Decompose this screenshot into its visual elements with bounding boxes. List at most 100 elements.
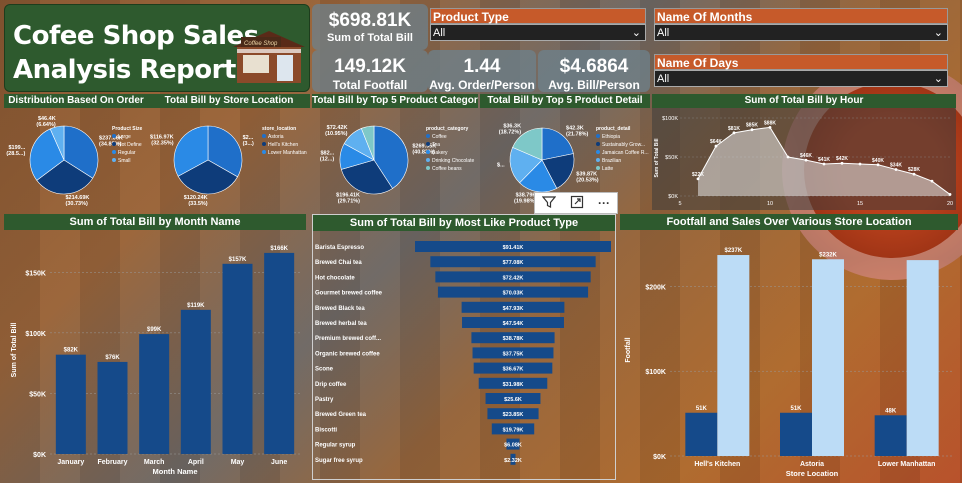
- pie-legend-marker: [112, 134, 116, 138]
- area-point: [786, 155, 790, 159]
- kpi-total-bill-value: $698.81K: [328, 10, 412, 31]
- month-y-tick: $0K: [33, 452, 46, 459]
- kpi-total-bill: $698.81K Sum of Total Bill: [312, 4, 428, 50]
- area-point: [822, 162, 826, 166]
- product-category-label: Brewed Chai tea: [315, 260, 362, 266]
- pie-slice: [36, 159, 94, 195]
- product-category-label: Pastry: [315, 397, 334, 403]
- pie-legend-item: Jamaican Coffee R...: [602, 150, 649, 156]
- footfall-bar-label: 51K: [696, 406, 708, 412]
- pie-data-label: $...: [497, 162, 505, 168]
- hour-area-visual[interactable]: Sum of Total Bill by Hour $0K $50K $100K 5 1…: [652, 94, 956, 210]
- pie-data-pct: (19.98%): [514, 199, 536, 205]
- month-bar-chart[interactable]: $0K $50K $100K $150K $82K January $76K February…: [4, 230, 306, 480]
- area-point: [714, 144, 718, 148]
- pie-data-pct: (18.72%): [499, 129, 521, 135]
- pie-data-label: $120.24K: [184, 195, 208, 201]
- kpi-total-bill-label: Sum of Total Bill: [327, 32, 413, 44]
- product-bar-label: $77.08K: [503, 260, 524, 266]
- pie-data-label: $46.4K: [38, 116, 56, 122]
- sales-bar-label: $232K: [819, 252, 837, 258]
- month-bar-label: $82K: [64, 348, 79, 354]
- slicer-day-title: Name Of Days: [654, 54, 948, 70]
- pie-slice: [519, 159, 558, 193]
- pie-data-pct: (3...): [243, 141, 254, 147]
- slicer-day-dropdown[interactable]: All ⌄: [654, 70, 948, 87]
- pie-data-label: $196.41K: [336, 192, 360, 198]
- product-bar-label: $37.75K: [503, 351, 524, 357]
- slicer-product-type-value: All: [433, 27, 446, 39]
- pie-visual-1[interactable]: Distribution Based On Order $237.06K (34.…: [4, 94, 148, 210]
- product-bar: [473, 362, 553, 374]
- pie-data-pct: (40.83%): [412, 150, 434, 156]
- month-y-tick: $100K: [25, 331, 46, 338]
- footfall-bar-label: 48K: [885, 408, 897, 414]
- pie-legend-title: product_category: [426, 126, 468, 132]
- month-bar-visual[interactable]: Sum of Total Bill by Month Name $0K $50K $…: [4, 214, 306, 480]
- pie-slice: [541, 153, 575, 189]
- pie-slice: [49, 125, 65, 161]
- pie-data-label: $36.3K: [503, 123, 521, 129]
- pie-2-title: Total Bill by Store Location: [148, 94, 310, 108]
- product-bar: [487, 408, 539, 420]
- area-point-label: $41K: [818, 157, 830, 163]
- product-bar-label: $47.54K: [503, 321, 524, 327]
- product-category-label: Hot chocolate: [315, 275, 355, 281]
- focus-mode-icon[interactable]: [570, 195, 584, 212]
- product-category-label: Barista Espresso: [315, 245, 364, 251]
- hour-chart-title: Sum of Total Bill by Hour: [652, 94, 956, 108]
- slicer-month-title: Name Of Months: [654, 8, 948, 24]
- store-footfall-sales-chart[interactable]: $0K $100K $200K 51K $237K Hell's Kitchen 51K $2…: [620, 230, 958, 480]
- product-bar: [510, 453, 516, 465]
- pie-legend-title: product_detail: [596, 126, 631, 132]
- pie-data-label: $214.69K: [66, 195, 90, 201]
- product-bar-label: $6.08K: [504, 443, 522, 449]
- product-bar-label: $23.85K: [503, 412, 524, 418]
- pie-slice: [207, 125, 243, 178]
- pie-chart-category[interactable]: $269.95K(40.83%)$196.41K(29.71%)$82...(1…: [312, 108, 478, 210]
- area-point-label: $42K: [836, 156, 848, 162]
- area-point: [930, 179, 934, 183]
- area-x-tick: 15: [857, 201, 863, 207]
- pie-chart-detail[interactable]: $42.3K(21.78%) $39.87K(20.53%) $38.79K(19.…: [480, 108, 650, 210]
- product-category-label: Scone: [315, 367, 334, 373]
- product-type-visual[interactable]: Sum of Total Bill by Most Like Product T…: [312, 214, 616, 480]
- sales-bar: [717, 255, 750, 456]
- product-bar-label: $2.32K: [504, 458, 522, 464]
- pie-legend-marker: [596, 166, 600, 170]
- pie-legend-marker: [596, 158, 600, 162]
- slicer-product-type-dropdown[interactable]: All ⌄: [430, 24, 646, 41]
- product-bar: [478, 377, 548, 389]
- month-x-tick: March: [144, 459, 165, 466]
- pie-data-label: $116.97K: [150, 135, 174, 141]
- month-bar: [97, 361, 128, 454]
- slicer-month[interactable]: Name Of Months All ⌄: [654, 8, 948, 41]
- store-location-visual[interactable]: Footfall and Sales Over Various Store Lo…: [620, 214, 958, 480]
- kpi-footfall-value: 149.12K: [334, 56, 406, 77]
- pie-legend-marker: [426, 158, 430, 162]
- sales-bar: [812, 259, 844, 456]
- pie-slice: [541, 127, 574, 161]
- area-point-label: $64K: [710, 139, 722, 145]
- slicer-month-dropdown[interactable]: All ⌄: [654, 24, 948, 41]
- store-x-tick: Lower Manhattan: [878, 461, 936, 468]
- product-category-label: Biscotti: [315, 427, 337, 433]
- product-bar: [491, 423, 535, 435]
- pie-legend-item: Coffee: [432, 134, 447, 140]
- product-type-bar-chart[interactable]: $91.41K Barista Espresso $77.08K Brewed Cha…: [313, 231, 615, 479]
- slicer-day[interactable]: Name Of Days All ⌄: [654, 54, 948, 87]
- pie-3-title: Total Bill by Top 5 Product Category: [312, 94, 478, 108]
- slicer-product-type[interactable]: Product Type All ⌄: [430, 8, 646, 41]
- pie-chart-order[interactable]: $237.06K(34.85%)$214.69K(30.73%)$199...(…: [4, 108, 148, 210]
- pie-data-pct: (6.64%): [36, 122, 55, 128]
- pie-data-label: $82...: [320, 151, 334, 157]
- hour-area-chart[interactable]: $0K $50K $100K 5 10 15 20 $22K $64K $81K $85K $88K $…: [652, 108, 956, 210]
- pie-visual-4[interactable]: Total Bill by Top 5 Product Detail $42.3…: [480, 94, 650, 210]
- more-options-icon[interactable]: ···: [598, 196, 610, 210]
- pie-visual-2[interactable]: Total Bill by Store Location $2... (3...)…: [148, 94, 310, 210]
- pie-chart-store[interactable]: $2...(3...) $120.24K(33.5%) $116.97K(32.35…: [148, 108, 310, 210]
- product-bar: [506, 438, 520, 450]
- month-bar-label: $166K: [270, 246, 288, 252]
- pie-visual-3[interactable]: Total Bill by Top 5 Product Category $26…: [312, 94, 478, 210]
- filter-icon[interactable]: [541, 195, 557, 212]
